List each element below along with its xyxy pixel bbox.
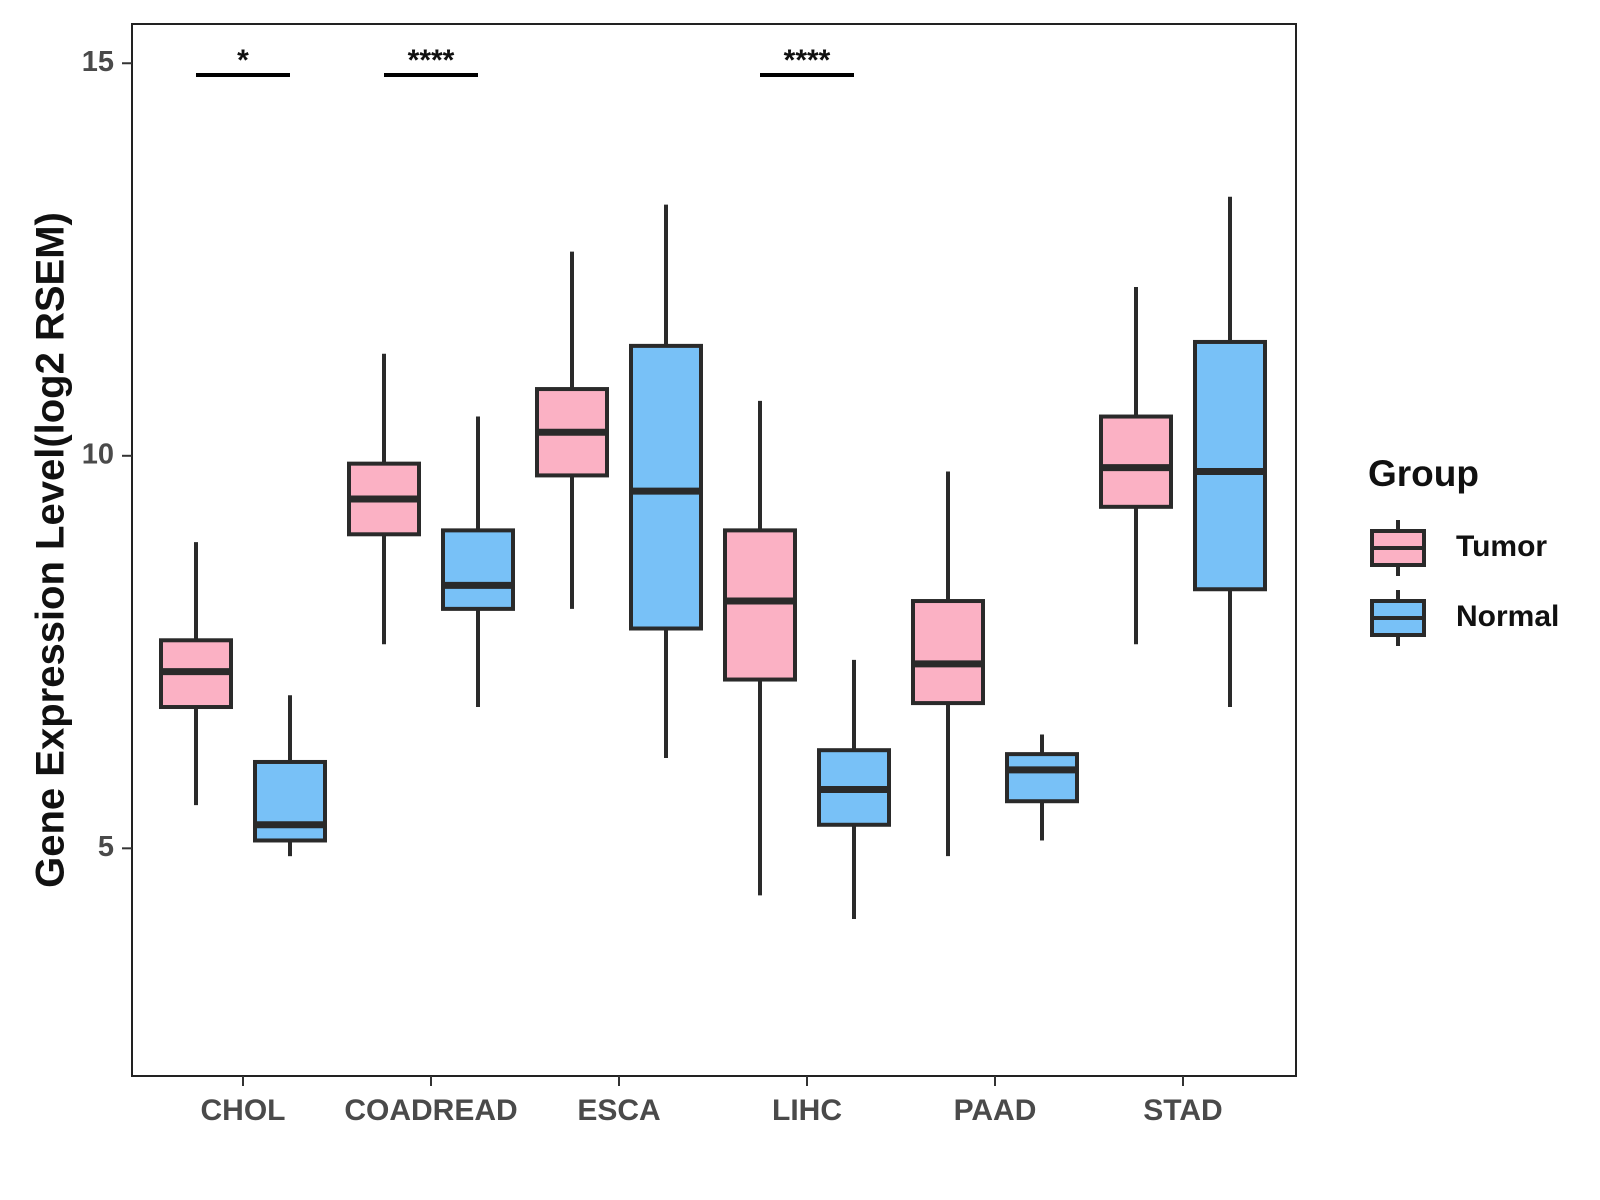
plot-layer bbox=[159, 196, 1267, 919]
x-axis-tick-label: PAAD bbox=[954, 1094, 1037, 1127]
box-body bbox=[1005, 752, 1079, 804]
axis-layer: 5 10 15 CHOL COADREAD ESCA LIHC PAAD STAD bbox=[82, 23, 1297, 1127]
box-body bbox=[629, 343, 703, 631]
box-normal-chol bbox=[253, 695, 327, 857]
legend-entry-normal: Normal bbox=[1370, 590, 1559, 646]
significance-label: * bbox=[237, 44, 249, 77]
box-normal-lihc bbox=[817, 659, 891, 919]
y-axis-tick-label: 15 bbox=[82, 46, 114, 78]
box-tumor-stad bbox=[1099, 287, 1173, 645]
x-axis-tick-label: LIHC bbox=[772, 1094, 842, 1127]
box-body bbox=[723, 528, 797, 682]
box-tumor-coadread bbox=[347, 353, 421, 645]
box-body bbox=[911, 599, 985, 706]
box-tumor-esca bbox=[535, 251, 609, 609]
y-axis-label: Gene Expression Level(log2 RSEM) bbox=[29, 212, 73, 888]
box-normal-esca bbox=[629, 204, 703, 759]
box-body bbox=[1193, 339, 1267, 592]
box-body bbox=[253, 759, 327, 843]
x-axis-tick-label: CHOL bbox=[201, 1094, 286, 1127]
box-body bbox=[1099, 414, 1173, 509]
box-tumor-lihc bbox=[723, 400, 797, 896]
annotation-layer: * **** **** bbox=[196, 44, 854, 78]
legend-title: Group bbox=[1368, 453, 1479, 494]
box-normal-stad bbox=[1193, 196, 1267, 708]
y-axis-tick-label: 10 bbox=[82, 438, 114, 470]
box-body bbox=[441, 528, 515, 611]
y-axis-tick-label: 5 bbox=[98, 831, 114, 863]
legend-label: Tumor bbox=[1456, 530, 1547, 563]
legend-label: Normal bbox=[1456, 600, 1559, 633]
x-axis-tick-label: STAD bbox=[1143, 1094, 1222, 1127]
legend: Group Tumor Normal bbox=[1368, 453, 1559, 646]
plot-panel-border bbox=[131, 23, 1297, 1077]
x-axis-tick-label: COADREAD bbox=[344, 1094, 517, 1127]
box-tumor-chol bbox=[159, 542, 233, 806]
box-normal-paad bbox=[1005, 734, 1079, 841]
significance-label: **** bbox=[784, 44, 831, 77]
box-normal-coadread bbox=[441, 416, 515, 708]
legend-entry-tumor: Tumor bbox=[1370, 520, 1547, 576]
significance-label: **** bbox=[408, 44, 455, 77]
box-tumor-paad bbox=[911, 471, 985, 857]
x-axis-tick-label: ESCA bbox=[577, 1094, 660, 1127]
